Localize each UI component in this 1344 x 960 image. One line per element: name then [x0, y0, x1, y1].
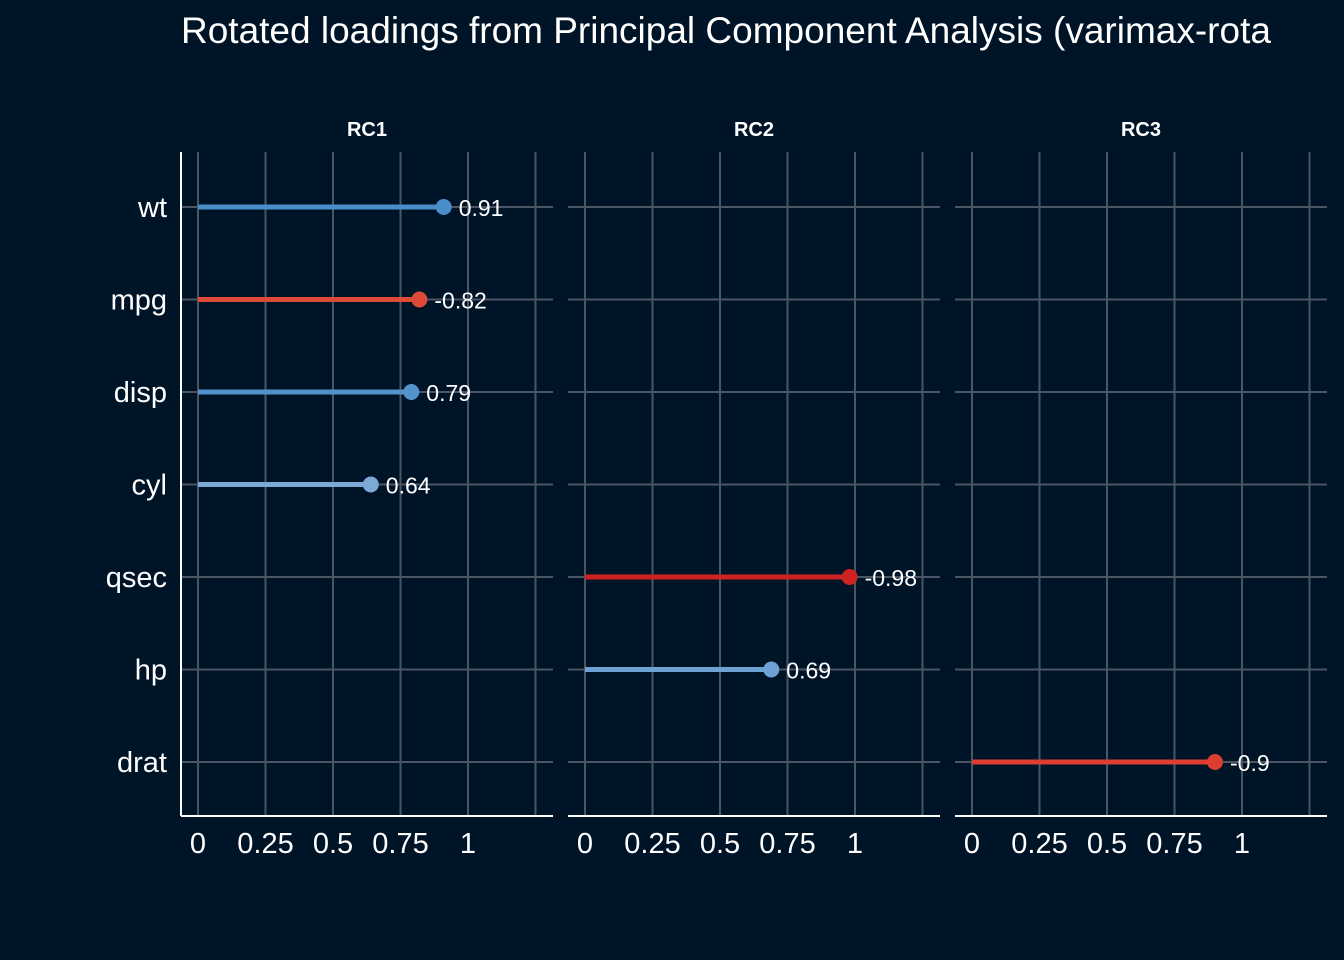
x-tick-label: 0	[190, 828, 206, 860]
x-tick-label: 0	[964, 828, 980, 860]
y-tick-label: cyl	[132, 470, 167, 502]
data-label: -0.9	[1230, 750, 1270, 776]
x-tick-label: 0.75	[759, 828, 815, 860]
lollipop-point	[1207, 754, 1223, 770]
x-tick-label: 1	[1234, 828, 1250, 860]
lollipop-point	[435, 199, 452, 215]
facet-strip-label: RC2	[734, 119, 774, 141]
y-tick-label: hp	[135, 655, 167, 687]
lollipop-point	[362, 476, 379, 493]
lollipop-point	[841, 569, 858, 585]
y-tick-label: wt	[137, 192, 167, 224]
data-label: -0.98	[865, 565, 917, 591]
lollipop-point	[403, 384, 420, 400]
facet-strip-label: RC3	[1121, 119, 1161, 141]
x-tick-label: 0.75	[1146, 828, 1202, 860]
data-label: 0.64	[386, 473, 431, 499]
x-tick-label: 0.5	[1087, 828, 1127, 860]
x-tick-label: 0.25	[624, 828, 680, 860]
x-tick-label: 0.5	[313, 828, 353, 860]
x-tick-label: 0	[577, 828, 593, 860]
data-label: -0.82	[434, 288, 486, 314]
y-tick-label: disp	[114, 377, 167, 409]
y-tick-label: drat	[117, 747, 167, 779]
x-tick-label: 0.25	[1011, 828, 1067, 860]
data-label: 0.91	[459, 195, 504, 221]
y-tick-label: mpg	[111, 285, 167, 317]
data-label: 0.69	[786, 658, 831, 684]
y-tick-label: qsec	[106, 562, 167, 594]
facet-strip-label: RC1	[347, 119, 387, 141]
chart-title: Rotated loadings from Principal Componen…	[181, 10, 1271, 51]
lollipop-point	[411, 291, 428, 308]
data-label: 0.79	[426, 380, 471, 406]
lollipop-point	[763, 661, 780, 678]
x-tick-label: 0.25	[237, 828, 293, 860]
x-tick-label: 0.75	[372, 828, 428, 860]
x-tick-label: 1	[460, 828, 476, 860]
x-tick-label: 1	[847, 828, 863, 860]
x-tick-label: 0.5	[700, 828, 740, 860]
